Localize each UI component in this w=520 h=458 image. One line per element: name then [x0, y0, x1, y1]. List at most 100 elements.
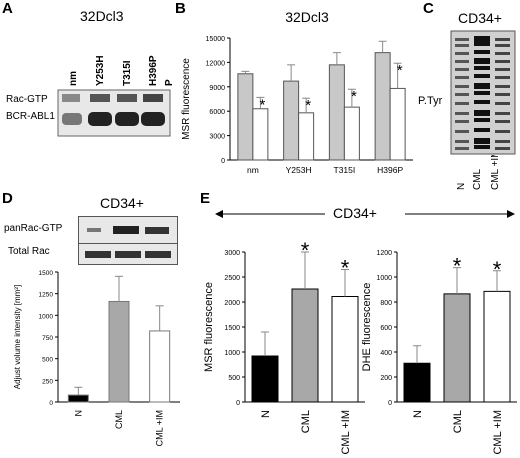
y-axis-label: MSR fluorescence: [181, 58, 192, 140]
band-panrac-cmlim: [145, 227, 169, 234]
panel-e-title: CD34+: [333, 205, 377, 221]
panel-c-band-cmlim: [495, 85, 510, 88]
x-tick-label: T315I: [334, 165, 356, 175]
panel-c-band-cml: [474, 145, 490, 149]
panel-e-arrow: [215, 210, 515, 218]
y-tick-label: 1250: [39, 292, 54, 299]
panel-letter-e: E: [200, 190, 211, 207]
panel-c-band-cmlim: [495, 130, 510, 133]
y-tick-label: 1200: [376, 250, 392, 257]
y-tick-label: 3000: [224, 250, 240, 257]
x-tick-label: CML +IM: [340, 410, 352, 455]
panel-c-band-cml: [474, 50, 490, 54]
panel-d-blot-top: [78, 216, 178, 244]
panel-c-band-cmlim: [495, 112, 510, 115]
band-rac-y253h: [90, 94, 110, 102]
panel-c-band-n: [455, 38, 469, 41]
panel-c-band-n: [455, 102, 469, 105]
panel-c-band-cml: [474, 36, 490, 42]
panel-c-band-n: [455, 60, 469, 63]
panel-letter-b: B: [175, 0, 186, 17]
x-tick-label: Y253H: [286, 165, 312, 175]
band-rac-nm: [62, 94, 80, 102]
panel-c-band-n: [455, 68, 469, 71]
band-panrac-cml: [113, 226, 139, 234]
panel-c-band-n: [455, 120, 469, 123]
panel-c-band-cml: [474, 128, 490, 132]
panel-c-band-label: P.Tyr: [418, 95, 443, 107]
x-tick-label: CML: [452, 410, 464, 433]
panel-letter-d: D: [2, 190, 13, 207]
chart-e1: 0 500 1000 1500 2000 2500 3000 MSR fluorescence…: [203, 238, 365, 455]
y-tick-label: 2500: [224, 275, 240, 282]
panel-c-band-cmlim: [495, 68, 510, 71]
panel-c-lanes: N CML CML +IM: [456, 155, 501, 190]
panel-c-band-cmlim: [495, 93, 510, 96]
panel-c-band-cmlim: [495, 60, 510, 63]
panel-a-lane-label: Y253H: [95, 55, 106, 86]
y-tick-label: 0: [236, 400, 240, 407]
bar: [283, 80, 300, 161]
y-tick-label: 1500: [39, 270, 54, 277]
panel-c-band-cml: [474, 58, 490, 64]
panel-a-lane-label: H396P: [148, 55, 159, 86]
y-tick-label: 500: [228, 375, 240, 382]
significance-star: *: [341, 256, 350, 281]
y-tick-label: 750: [42, 335, 53, 342]
y-tick-label: 0: [221, 158, 225, 165]
panel-c-band-cmlim: [495, 44, 510, 47]
x-tick-label: CML +IM: [492, 410, 504, 455]
panel-c-band-n: [455, 140, 469, 143]
panel-c-band-n: [455, 44, 469, 47]
panel-d-blot-bottom: [78, 243, 178, 265]
panel-d-row-panrac: panRac-GTP: [4, 223, 63, 234]
significance-star: *: [259, 96, 265, 113]
panel-c-band-cml: [474, 66, 490, 70]
panel-c-band-cmlim: [495, 38, 510, 41]
significance-star: *: [301, 238, 310, 263]
panel-d-title: CD34+: [100, 195, 144, 211]
y-tick-label: 500: [42, 357, 53, 364]
bar: [251, 355, 279, 403]
panel-a-row-bcr: BCR-ABL1: [6, 111, 55, 122]
significance-star: *: [397, 62, 403, 79]
band-bcr-y253h: [88, 112, 112, 126]
panel-c-band-cml: [474, 42, 490, 46]
y-tick-label: 12000: [206, 60, 226, 67]
panel-c-band-cml: [474, 91, 490, 95]
y-axis-label: Adjust volume intensity [mm²]: [13, 285, 22, 389]
bar: [252, 108, 269, 161]
panel-c-blot: [450, 30, 516, 155]
panel-a-row-rac: Rac-GTP: [6, 94, 48, 105]
panel-c-band-cml: [474, 110, 490, 116]
y-tick-label: 1000: [39, 313, 54, 320]
panel-c-band-cmlim: [495, 147, 510, 150]
panel-d-row-totalrac: Total Rac: [8, 246, 50, 257]
x-tick-label: H396P: [377, 165, 403, 175]
significance-star: *: [493, 257, 502, 282]
bar: [389, 87, 406, 161]
y-tick-label: 6000: [209, 109, 225, 116]
panel-c-band-cmlim: [495, 120, 510, 123]
y-tick-label: 9000: [209, 85, 225, 92]
bar: [328, 64, 345, 161]
bar: [298, 112, 315, 161]
panel-c-band-cml: [474, 74, 490, 78]
panel-a-lane-label: nm: [68, 71, 79, 86]
y-tick-label: 0: [388, 400, 392, 407]
bar: [331, 296, 359, 403]
panel-a-lane-label: T315I: [122, 60, 133, 86]
panel-c-band-n: [455, 52, 469, 55]
panel-c-band-n: [455, 85, 469, 88]
panel-a-title: 32Dcl3: [80, 8, 124, 24]
y-tick-label: 1500: [224, 325, 240, 332]
chart-b-title: 32Dcl3: [285, 9, 329, 25]
panel-letter-a: A: [2, 0, 13, 17]
panel-letter-c: C: [423, 0, 434, 17]
band-bcr-h396p: [141, 112, 165, 126]
band-panrac-n: [87, 228, 101, 232]
x-tick-label: CML +IM: [155, 410, 165, 446]
panel-a-blot: nm Y253H T315I H396P P: [57, 55, 175, 137]
significance-star: *: [351, 88, 357, 105]
x-tick-label: nm: [247, 165, 259, 175]
